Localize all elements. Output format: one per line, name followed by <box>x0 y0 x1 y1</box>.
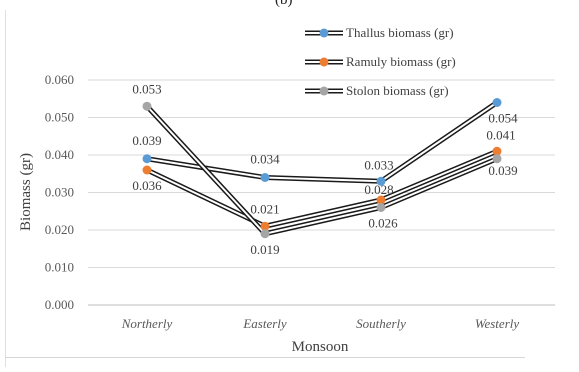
y-tick-label: 0.060 <box>45 72 74 87</box>
data-label: 0.039 <box>132 133 161 148</box>
data-point <box>260 173 270 182</box>
data-point <box>492 98 502 107</box>
x-axis-title: Monsoon <box>292 339 349 355</box>
y-tick-label: 0.020 <box>45 222 74 237</box>
data-label: 0.039 <box>488 163 517 178</box>
data-point <box>260 229 270 239</box>
y-tick-label: 0.050 <box>45 110 74 125</box>
legend-label: Thallus biomass (gr) <box>346 25 454 40</box>
figure-label: (b) <box>275 0 293 8</box>
data-label: 0.033 <box>364 157 393 172</box>
legend-marker <box>319 86 329 96</box>
data-label: 0.028 <box>364 182 393 197</box>
data-point <box>142 165 152 175</box>
data-point <box>260 221 270 231</box>
data-point <box>492 146 502 156</box>
y-tick-label: 0.000 <box>45 297 74 312</box>
legend-marker <box>319 28 329 38</box>
series-line-outline <box>146 100 499 184</box>
data-label: 0.026 <box>368 216 398 231</box>
data-point <box>376 176 386 186</box>
legend-marker <box>319 57 329 67</box>
data-label: 0.021 <box>250 201 279 216</box>
data-point <box>376 195 386 205</box>
data-label: 0.036 <box>132 178 162 193</box>
x-tick-label: Easterly <box>242 316 287 331</box>
data-point <box>376 203 386 212</box>
series-line <box>146 105 498 235</box>
x-tick-label: Westerly <box>475 316 520 331</box>
series-line <box>146 150 498 228</box>
frame-left-border <box>5 10 6 367</box>
x-tick-label: Northerly <box>121 316 173 331</box>
legend-label: Ramuly biomass (gr) <box>346 54 456 69</box>
y-tick-label: 0.040 <box>45 147 74 162</box>
data-label: 0.053 <box>132 81 161 96</box>
x-tick-label: Southerly <box>356 316 406 331</box>
data-point <box>142 154 152 164</box>
data-label: 0.019 <box>250 242 279 257</box>
data-label: 0.034 <box>250 152 280 167</box>
y-tick-label: 0.010 <box>45 260 74 275</box>
data-point <box>492 154 502 164</box>
data-label: 0.054 <box>488 111 518 126</box>
data-label: 0.041 <box>486 127 515 142</box>
y-axis-title: Biomass (gr) <box>18 153 34 231</box>
data-point <box>142 101 152 111</box>
legend-label: Stolon biomass (gr) <box>346 83 449 98</box>
y-tick-label: 0.030 <box>45 185 74 200</box>
frame-bottom-border <box>5 357 525 358</box>
